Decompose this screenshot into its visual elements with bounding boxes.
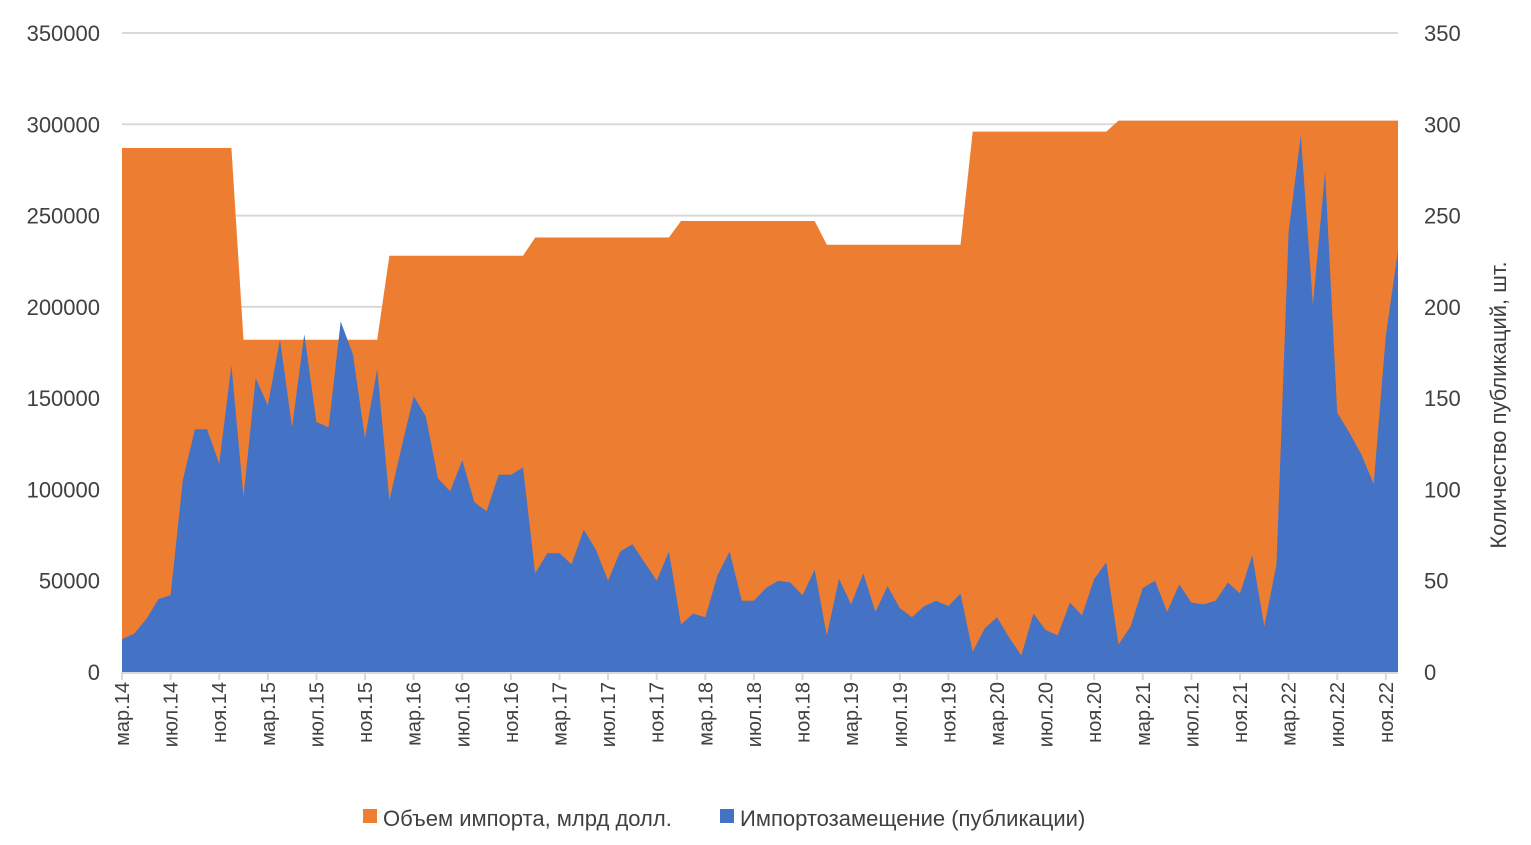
x-tick-label: июл.21	[1181, 682, 1203, 747]
y-tick-label-right: 0	[1424, 660, 1436, 685]
y-tick-label-right: 100	[1424, 477, 1461, 502]
y-tick-label-left: 200000	[27, 295, 100, 320]
x-tick-label: июл.22	[1327, 682, 1349, 747]
y-tick-label-left: 150000	[27, 386, 100, 411]
y-tick-label-left: 50000	[39, 569, 100, 594]
x-tick-label: мар.14	[112, 682, 134, 746]
x-tick-label: мар.15	[258, 682, 280, 746]
x-tick-label: ноя.19	[938, 682, 960, 743]
legend: Объем импорта, млрд долл. Импортозамещен…	[363, 806, 1085, 831]
x-tick-label: мар.17	[549, 682, 571, 746]
y-tick-label-left: 250000	[27, 204, 100, 229]
x-tick-label: ноя.18	[793, 682, 815, 743]
x-tick-label: ноя.16	[501, 682, 523, 743]
x-tick-label: июл.19	[890, 682, 912, 747]
x-tick-label: ноя.15	[355, 682, 377, 743]
x-tick-label: ноя.20	[1084, 682, 1106, 743]
y-tick-label-left: 0	[88, 660, 100, 685]
y-tick-label-right: 300	[1424, 112, 1461, 137]
y-tick-label-right: 50	[1424, 569, 1448, 594]
plot-areas	[122, 120, 1398, 673]
y-tick-label-right: 200	[1424, 295, 1461, 320]
y-axis-left: 0 50000 100000 150000 200000 250000 300000 3500…	[27, 21, 100, 685]
x-tick-label: июл.20	[1036, 682, 1058, 747]
x-tick-label: июл.14	[161, 682, 183, 747]
y-axis-right: 0 50 100 150 200 250 300 350	[1424, 21, 1461, 685]
y-axis-right-label: Количество публикаций, шт.	[1486, 261, 1511, 548]
legend-swatch-import	[363, 809, 377, 823]
x-tick-label: мар.19	[841, 682, 863, 746]
y-tick-label-right: 250	[1424, 204, 1461, 229]
x-axis: мар.14 июл.14 ноя.14 мар.15 июл.15 ноя.15 мар.…	[112, 672, 1398, 747]
y-tick-label-left: 300000	[27, 112, 100, 137]
x-tick-label: ноя.21	[1230, 682, 1252, 743]
y-tick-label-right: 350	[1424, 21, 1461, 46]
area-publications	[122, 135, 1398, 672]
x-tick-label: июл.18	[744, 682, 766, 747]
x-tick-label: июл.17	[598, 682, 620, 747]
y-tick-label-right: 150	[1424, 386, 1461, 411]
x-tick-label: ноя.14	[209, 682, 231, 743]
legend-label-publications: Импортозамещение (публикации)	[740, 806, 1085, 831]
x-tick-label: ноя.22	[1376, 682, 1398, 743]
y-tick-label-left: 100000	[27, 477, 100, 502]
x-tick-label: мар.20	[987, 682, 1009, 746]
x-tick-label: мар.21	[1133, 682, 1155, 746]
y-tick-label-left: 350000	[27, 21, 100, 46]
x-tick-label: мар.18	[695, 682, 717, 746]
legend-label-import: Объем импорта, млрд долл.	[383, 806, 672, 831]
legend-swatch-publications	[720, 809, 734, 823]
x-tick-label: мар.16	[404, 682, 426, 746]
x-tick-label: июл.15	[306, 682, 328, 747]
x-tick-label: июл.16	[452, 682, 474, 747]
x-tick-label: мар.22	[1279, 682, 1301, 746]
x-tick-label: ноя.17	[647, 682, 669, 743]
